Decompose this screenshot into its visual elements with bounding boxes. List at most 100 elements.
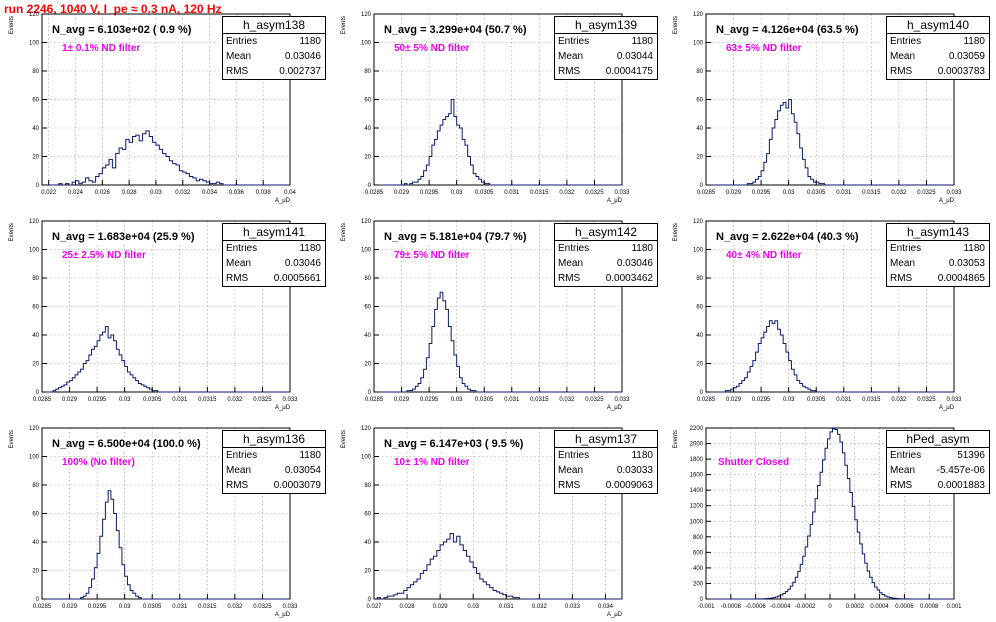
y-tick-label: 2200 xyxy=(690,426,704,432)
histogram-panel-h_asym137: 0.027 0.028 0.029 0.03 0.031 0.032 0.033 0.034 0… xyxy=(332,414,664,621)
x-tick-label: 0.03 xyxy=(150,190,162,196)
y-axis-label: Events xyxy=(9,223,15,241)
x-axis-label: A_μD xyxy=(275,405,291,411)
stats-key: Entries xyxy=(226,243,258,254)
stats-key: RMS xyxy=(890,273,913,284)
y-tick-label: 20 xyxy=(32,362,39,368)
histogram-panel-h_asym143: 0.0285 0.029 0.0295 0.03 0.0305 0.031 0.0315 0.… xyxy=(664,207,996,414)
stats-value: 0.03046 xyxy=(284,258,321,269)
y-axis-label: Events xyxy=(9,430,15,448)
y-tick-label: 40 xyxy=(32,540,39,546)
stats-key: Entries xyxy=(558,243,590,254)
x-tick-label: 0.001 xyxy=(946,604,962,610)
x-tick-label: -0.0008 xyxy=(721,604,742,610)
y-tick-label: 0 xyxy=(368,183,372,189)
stats-key: Mean xyxy=(226,465,252,476)
stats-row: Mean 0.03053 xyxy=(887,256,989,271)
x-tick-label: 0.0315 xyxy=(862,190,881,196)
stats-row: Mean 0.03046 xyxy=(223,256,325,271)
y-tick-label: 20 xyxy=(364,155,371,161)
x-tick-label: 0.0315 xyxy=(530,190,549,196)
histogram-name: h_asym142 xyxy=(555,224,657,241)
stats-key: Entries xyxy=(890,450,922,461)
histogram-name: h_asym140 xyxy=(887,17,989,34)
stats-value: 51396 xyxy=(957,450,985,461)
y-axis-label: Events xyxy=(341,430,347,448)
histogram-series xyxy=(706,99,954,186)
stats-key: RMS xyxy=(226,273,249,284)
y-tick-label: 40 xyxy=(696,126,703,132)
y-tick-label: 40 xyxy=(32,126,39,132)
x-tick-label: 0.04 xyxy=(284,190,296,196)
stats-box: h_asym136 Entries 1180 Mean 0.03054 RMS 0.0003… xyxy=(222,430,326,494)
x-axis-label: A_μD xyxy=(607,405,623,411)
stats-value: 1180 xyxy=(631,450,653,461)
y-tick-label: 0 xyxy=(700,597,704,603)
x-tick-label: 0.03 xyxy=(467,604,479,610)
histogram-plot: 0.0285 0.029 0.0295 0.03 0.0305 0.031 0.0315 0.… xyxy=(341,219,630,411)
x-tick-label: 0.0315 xyxy=(862,397,881,403)
x-tick-label: 0.028 xyxy=(400,604,416,610)
x-tick-label: 0.026 xyxy=(95,190,111,196)
stats-box: h_asym142 Entries 1180 Mean 0.03046 RMS 0.0003… xyxy=(554,223,658,287)
navg-label: N_avg = 4.126e+04 (63.5 %) xyxy=(714,24,861,36)
y-tick-label: 120 xyxy=(29,12,40,18)
stats-value: 0.0005661 xyxy=(273,273,321,284)
x-tick-label: 0.032 xyxy=(559,190,575,196)
y-tick-label: 100 xyxy=(361,41,372,47)
stats-value: 0.03044 xyxy=(616,51,653,62)
stats-key: Entries xyxy=(890,243,922,254)
x-tick-label: 0.032 xyxy=(227,397,243,403)
y-tick-label: 40 xyxy=(364,126,371,132)
stats-value: 1180 xyxy=(631,36,653,47)
x-tick-label: 0.031 xyxy=(504,397,520,403)
stats-key: Entries xyxy=(226,450,258,461)
x-tick-label: 0.0305 xyxy=(143,397,162,403)
stats-value: 0.03053 xyxy=(948,258,985,269)
x-tick-label: 0.0305 xyxy=(475,190,494,196)
stats-key: Mean xyxy=(890,465,916,476)
x-tick-label: 0.0285 xyxy=(33,397,52,403)
x-tick-label: 0 xyxy=(828,604,832,610)
x-tick-label: 0.0295 xyxy=(88,397,107,403)
stats-value: 0.0003462 xyxy=(605,273,653,284)
histogram-panel-h_asym139: 0.0285 0.029 0.0295 0.03 0.0305 0.031 0.0315 0.… xyxy=(332,0,664,207)
x-tick-label: 0.032 xyxy=(532,604,548,610)
y-tick-label: 120 xyxy=(361,426,372,432)
histogram-plot: 0.0285 0.029 0.0295 0.03 0.0305 0.031 0.0315 0.… xyxy=(673,219,962,411)
x-tick-label: 0.0295 xyxy=(752,397,771,403)
y-tick-label: 80 xyxy=(696,69,703,75)
x-tick-label: 0.031 xyxy=(836,397,852,403)
x-axis-label: A_μD xyxy=(275,198,291,204)
stats-value: 0.0004865 xyxy=(937,273,985,284)
x-tick-label: 0.032 xyxy=(891,397,907,403)
stats-box: h_asym143 Entries 1180 Mean 0.03053 RMS 0.0004… xyxy=(886,223,990,287)
y-tick-label: 100 xyxy=(361,455,372,461)
filter-label: 1± 0.1% ND filter xyxy=(62,43,141,54)
stats-box: h_asym141 Entries 1180 Mean 0.03046 RMS 0.0005… xyxy=(222,223,326,287)
x-axis-label: A_μD xyxy=(939,405,955,411)
histogram-name: h_asym137 xyxy=(555,431,657,448)
stats-key: RMS xyxy=(558,66,581,77)
filter-label: 100% (No filter) xyxy=(62,457,135,468)
stats-value: 0.03046 xyxy=(616,258,653,269)
filter-label: 79± 5% ND filter xyxy=(394,250,470,261)
histogram-name: h_asym136 xyxy=(223,431,325,448)
stats-row: Mean 0.03046 xyxy=(555,256,657,271)
x-tick-label: 0.0285 xyxy=(33,604,52,610)
stats-value: 0.0003079 xyxy=(273,480,321,491)
y-axis-label: Events xyxy=(9,16,15,34)
y-tick-label: 20 xyxy=(696,362,703,368)
stats-key: Mean xyxy=(890,258,916,269)
navg-label: N_avg = 1.683e+04 (25.9 %) xyxy=(50,231,197,243)
y-axis-label: Events xyxy=(673,223,679,241)
stats-key: Mean xyxy=(890,51,916,62)
stats-row: Entries 1180 xyxy=(223,241,325,256)
histogram-plot: 0.0285 0.029 0.0295 0.03 0.0305 0.031 0.0315 0.… xyxy=(9,219,298,411)
x-tick-label: 0.0325 xyxy=(917,190,936,196)
stats-key: Mean xyxy=(558,51,584,62)
y-tick-label: 120 xyxy=(693,12,704,18)
stats-value: 1180 xyxy=(631,243,653,254)
navg-label: N_avg = 6.103e+02 ( 0.9 %) xyxy=(50,24,194,36)
stats-row: RMS 0.0005661 xyxy=(223,271,325,286)
